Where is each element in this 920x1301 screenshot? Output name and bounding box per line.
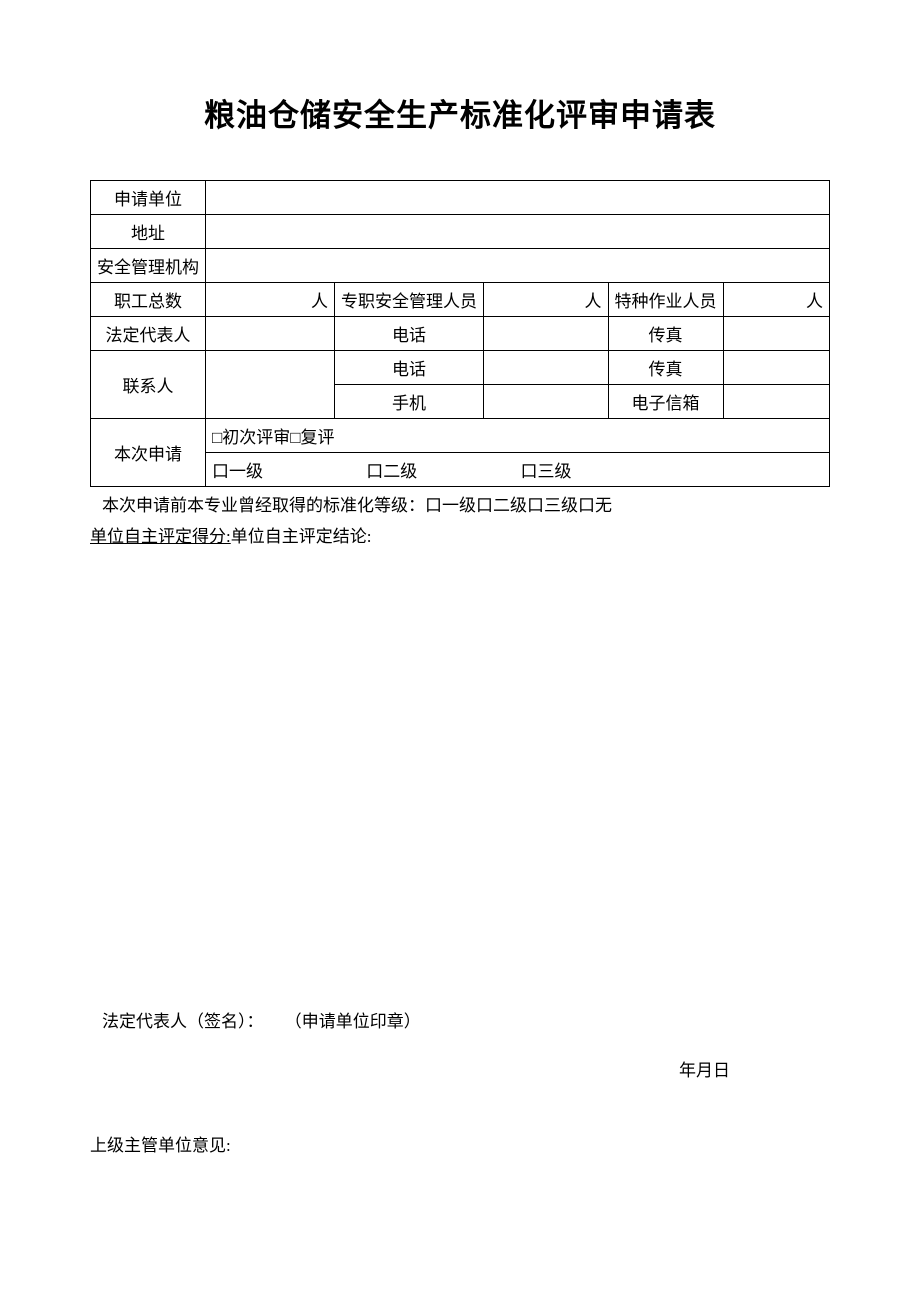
value-special-staff[interactable]: 人	[723, 283, 830, 317]
value-addr[interactable]	[206, 215, 830, 249]
self-eval-conclusion-label: 单位自主评定结论:	[231, 527, 372, 546]
label-contact-fax: 传真	[608, 351, 723, 385]
label-safety-staff: 专职安全管理人员	[335, 283, 484, 317]
level-2-checkbox[interactable]: 口二级	[366, 457, 516, 482]
application-form-table: 申请单位 地址 安全管理机构 职工总数 人 专职安全管理人员 人 特种作业人员 …	[90, 180, 830, 487]
level-1-checkbox[interactable]: 口一级	[212, 457, 362, 482]
apply-level-row[interactable]: 口一级 口二级 口三级	[206, 453, 830, 487]
label-staff-total: 职工总数	[91, 283, 206, 317]
value-contact-phone[interactable]	[484, 351, 609, 385]
value-legal-fax[interactable]	[723, 317, 830, 351]
self-eval-score-label: 单位自主评定得分:	[90, 527, 231, 546]
legal-rep-sign-label: 法定代表人（签名）：	[102, 1012, 264, 1031]
superior-opinion-label: 上级主管单位意见:	[90, 1131, 830, 1156]
stamp-label: （申请单位印章）	[285, 1012, 421, 1031]
label-contact: 联系人	[91, 351, 206, 419]
label-this-apply: 本次申请	[91, 419, 206, 487]
level-3-checkbox[interactable]: 口三级	[521, 457, 572, 482]
signature-block: 法定代表人（签名）： （申请单位印章） 年月日	[90, 1007, 830, 1081]
label-addr: 地址	[91, 215, 206, 249]
label-legal-phone: 电话	[335, 317, 484, 351]
value-contact-mobile[interactable]	[484, 385, 609, 419]
label-contact-phone: 电话	[335, 351, 484, 385]
value-contact[interactable]	[206, 351, 335, 419]
value-safety-staff[interactable]: 人	[484, 283, 609, 317]
value-safety-org[interactable]	[206, 249, 830, 283]
label-legal-rep: 法定代表人	[91, 317, 206, 351]
label-contact-mobile: 手机	[335, 385, 484, 419]
value-contact-email[interactable]	[723, 385, 830, 419]
value-staff-total[interactable]: 人	[206, 283, 335, 317]
apply-type-row[interactable]: □初次评审□复评	[206, 419, 830, 453]
value-legal-rep[interactable]	[206, 317, 335, 351]
value-org[interactable]	[206, 181, 830, 215]
previous-level-text: 本次申请前本专业曾经取得的标准化等级：口一级口二级口三级口无	[90, 491, 830, 516]
label-legal-fax: 传真	[608, 317, 723, 351]
date-label: 年月日	[90, 1056, 830, 1081]
label-contact-email: 电子信箱	[608, 385, 723, 419]
self-eval-line: 单位自主评定得分:单位自主评定结论:	[90, 522, 830, 547]
value-legal-phone[interactable]	[484, 317, 609, 351]
page-title: 粮油仓储安全生产标准化评审申请表	[90, 90, 830, 135]
label-special-staff: 特种作业人员	[608, 283, 723, 317]
label-org: 申请单位	[91, 181, 206, 215]
value-contact-fax[interactable]	[723, 351, 830, 385]
label-safety-org: 安全管理机构	[91, 249, 206, 283]
